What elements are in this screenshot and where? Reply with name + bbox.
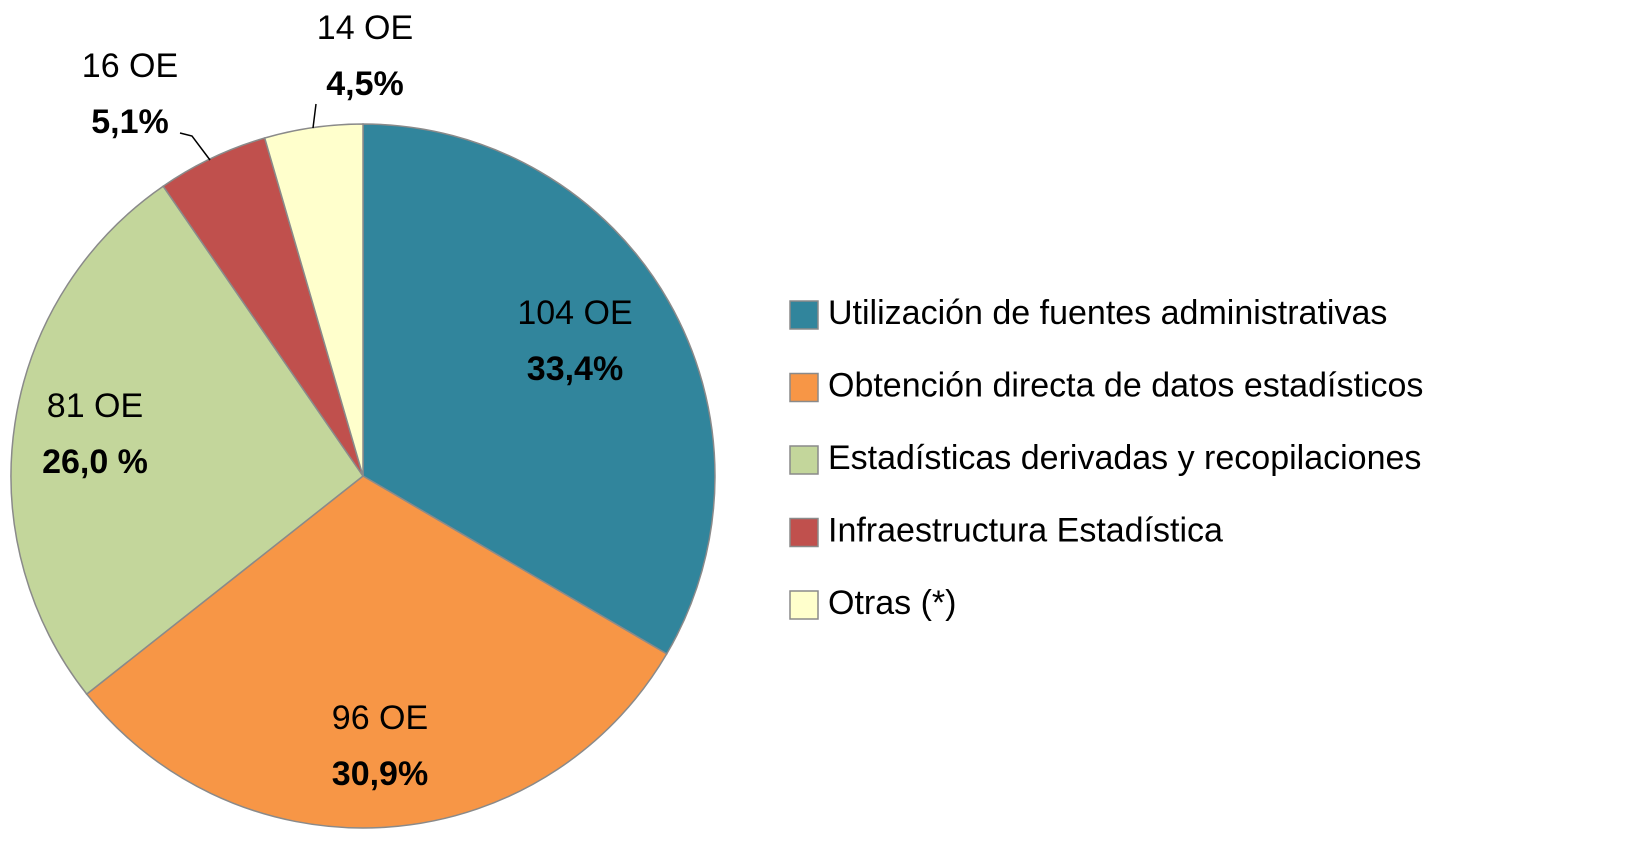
pie-slice	[85, 475, 668, 829]
legend-swatch	[789, 372, 819, 403]
legend-label: Infraestructura Estadística	[828, 511, 1223, 549]
pie-slice	[362, 123, 716, 655]
leader-line	[179, 132, 211, 161]
data-label-percent: 33,4%	[527, 350, 623, 388]
legend-label: Utilización de fuentes administrativas	[828, 294, 1387, 332]
data-label-percent: 5,1%	[91, 103, 169, 141]
leader-line	[312, 103, 317, 129]
data-label-percent: 26,0 %	[42, 443, 148, 481]
data-label-count: 16 OE	[82, 47, 178, 85]
data-label-count: 96 OE	[332, 699, 428, 737]
data-label-percent: 30,9%	[332, 755, 428, 793]
legend-label: Obtención directa de datos estadísticos	[828, 366, 1423, 404]
data-label-count: 81 OE	[47, 387, 143, 425]
data-label-count: 104 OE	[517, 294, 632, 332]
legend-label: Otras (*)	[828, 584, 956, 622]
pie-slice	[10, 185, 365, 696]
legend-swatch	[789, 590, 819, 620]
data-label-percent: 4,5%	[326, 65, 404, 103]
data-label-count: 14 OE	[317, 9, 413, 47]
legend-swatch	[789, 517, 819, 548]
legend-swatch	[789, 445, 819, 475]
legend-swatch	[789, 300, 819, 330]
legend-label: Estadísticas derivadas y recopilaciones	[828, 439, 1421, 477]
